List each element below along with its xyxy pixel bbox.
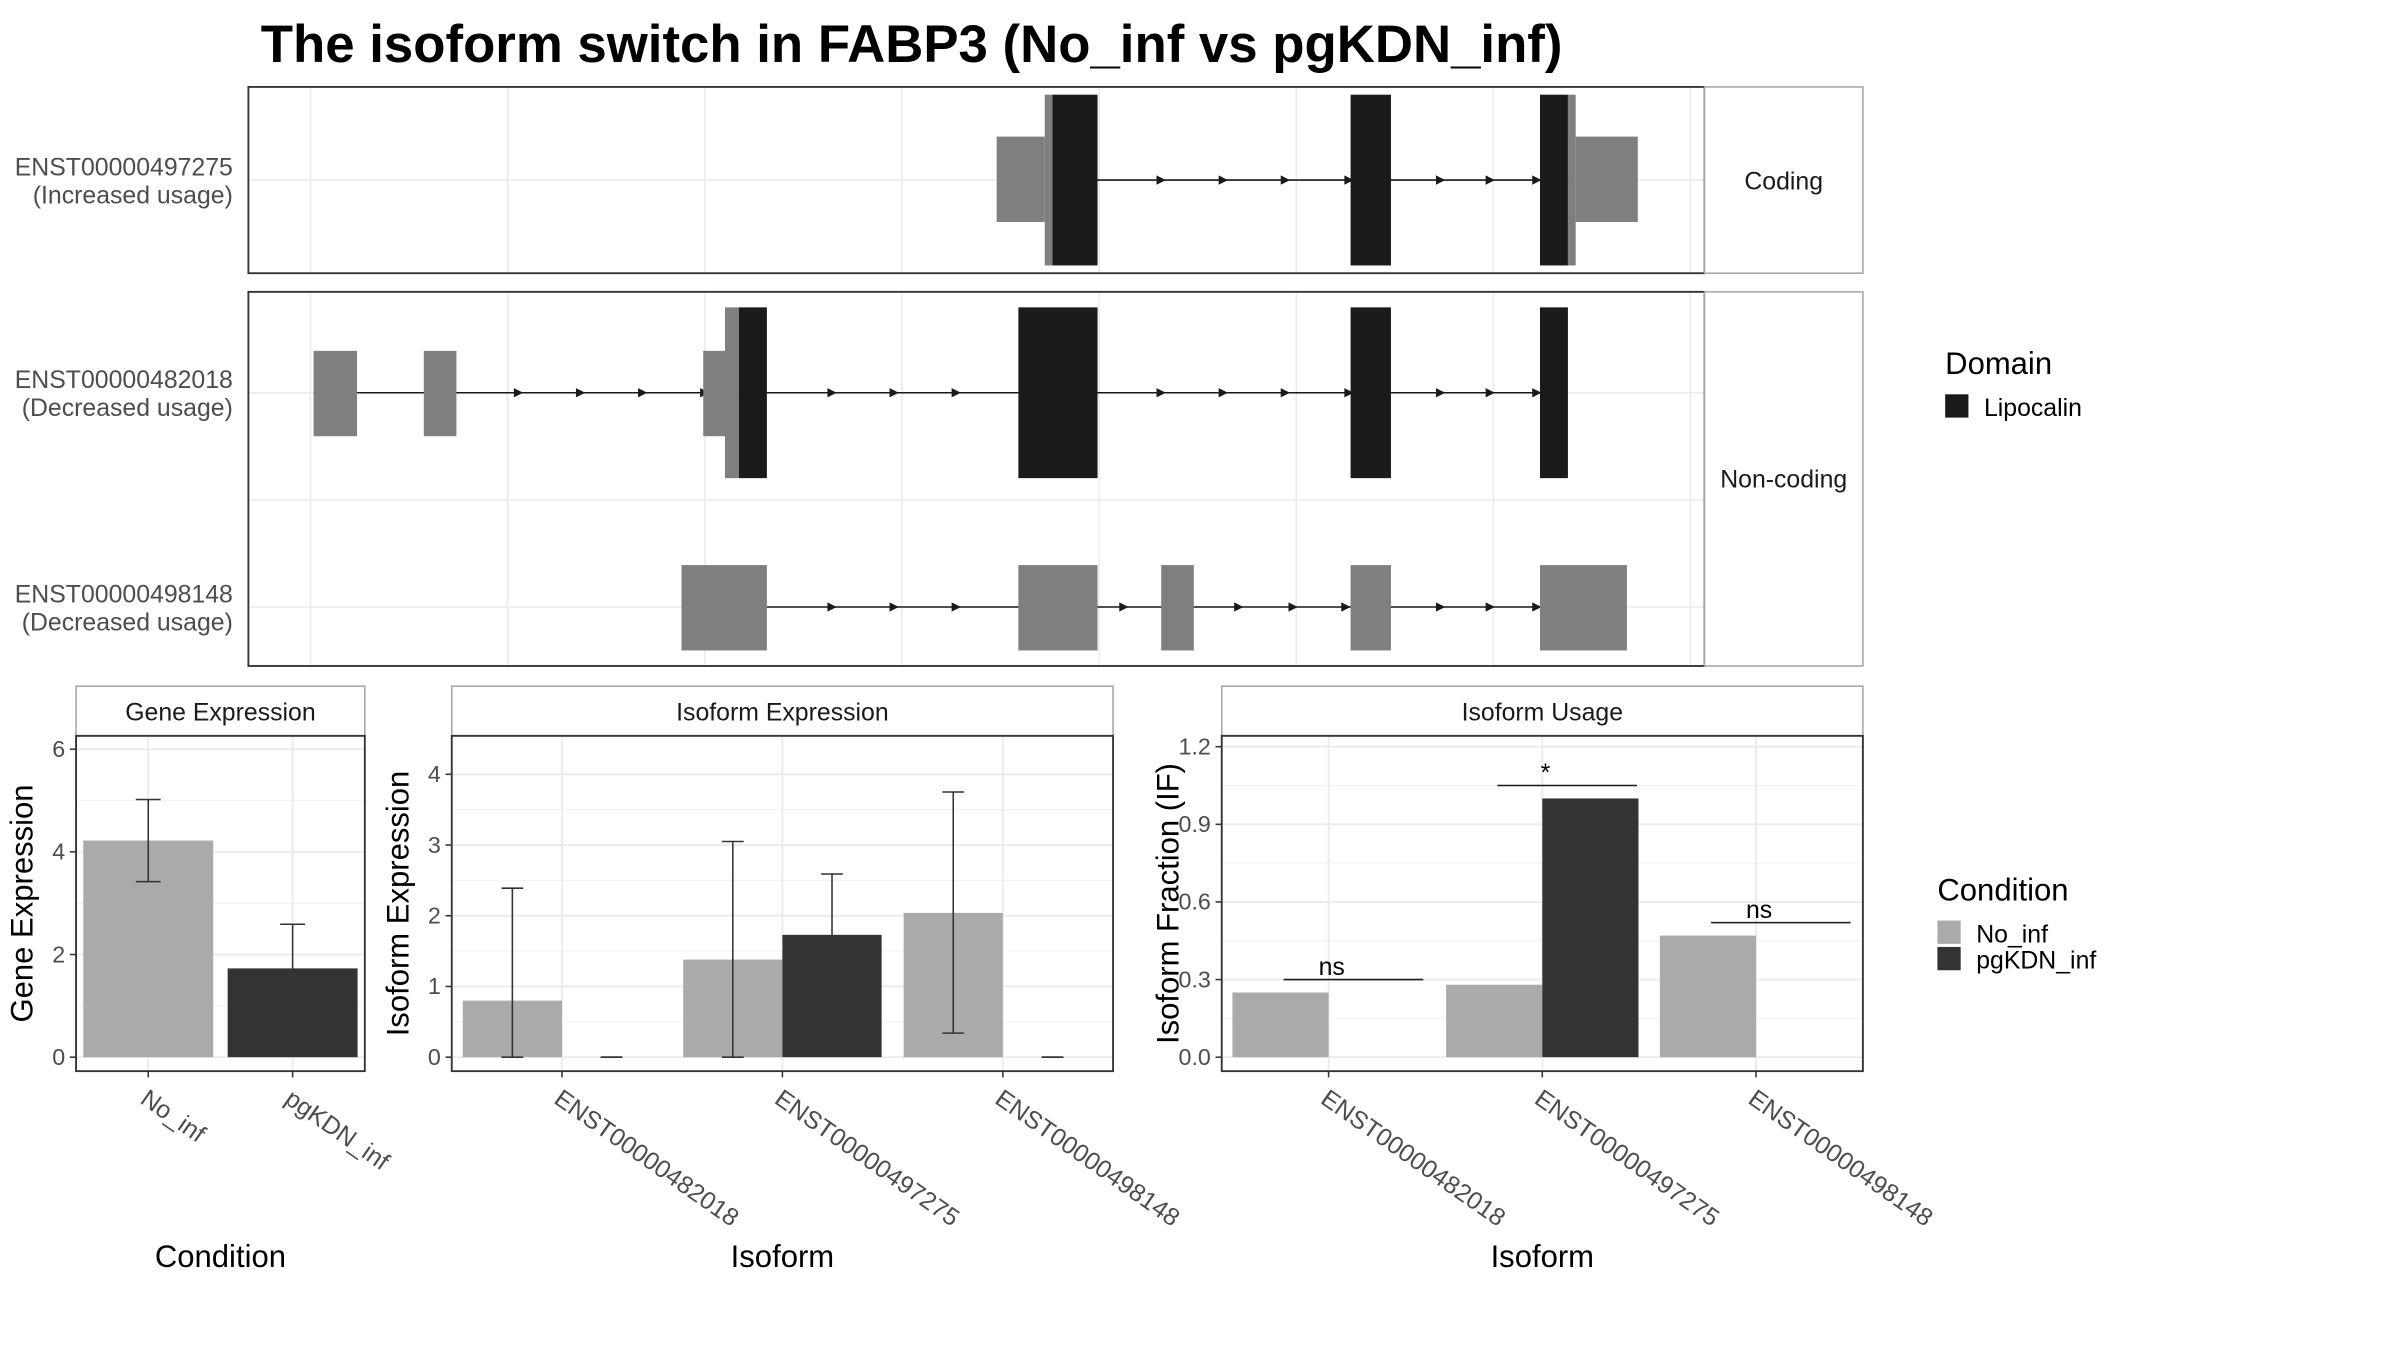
transcript-label-id: ENST00000497275 xyxy=(15,154,233,181)
figure-title: The isoform switch in FABP3 (No_inf vs p… xyxy=(261,15,1563,74)
panel-title: Gene Expression xyxy=(125,699,315,726)
x-tick-label: No_inf xyxy=(135,1085,209,1148)
y-axis-title: Isoform Expression xyxy=(380,771,415,1037)
exon xyxy=(681,565,767,651)
transcript-label-id: ENST00000498148 xyxy=(15,581,233,608)
y-tick-label: 0.0 xyxy=(1179,1044,1211,1070)
y-axis-title: Gene Expression xyxy=(5,784,40,1022)
lipocalin-domain xyxy=(1350,307,1391,479)
exon xyxy=(1567,94,1576,266)
domain-legend-title: Domain xyxy=(1945,346,2052,381)
lipocalin-domain xyxy=(738,307,767,479)
y-tick-label: 0.3 xyxy=(1179,966,1211,992)
facet-strip-noncoding xyxy=(1703,291,1864,667)
x-tick-label: pgKDN_inf xyxy=(280,1085,394,1176)
panel-strip xyxy=(75,685,366,737)
condition-legend-title: Condition xyxy=(1937,872,2068,907)
bar xyxy=(1659,935,1757,1058)
bar xyxy=(1446,984,1543,1058)
y-axis-title: Isoform Fraction (IF) xyxy=(1150,763,1185,1044)
x-tick-label: ENST00000497275 xyxy=(770,1085,964,1232)
domain-legend-swatch xyxy=(1945,394,1969,418)
significance-label: ns xyxy=(1319,954,1345,981)
bar-chart-panels: Gene Expression 0 2 4 6 No_inf pgKDN_inf Condit… xyxy=(5,685,1937,1274)
significance-label: ns xyxy=(1746,897,1772,924)
y-tick-label: 4 xyxy=(428,761,441,787)
utr-exon xyxy=(1575,136,1638,222)
transcript-label-status: (Decreased usage) xyxy=(22,395,233,422)
x-tick-label: ENST00000482018 xyxy=(1316,1085,1510,1232)
exon xyxy=(1018,565,1098,651)
y-tick-label: 0.9 xyxy=(1179,811,1211,837)
condition-legend-swatch-pgkdn-inf xyxy=(1937,946,1961,971)
exon xyxy=(724,307,739,479)
bar xyxy=(1542,798,1639,1058)
lipocalin-domain xyxy=(1539,94,1568,266)
bar-panel: Isoform Usage 0.0 0.3 0.6 0.9 1.2 ns * ns ENST000… xyxy=(1150,685,1937,1274)
x-axis-title: Condition xyxy=(155,1239,286,1274)
condition-legend-label: No_inf xyxy=(1976,921,2048,948)
exon xyxy=(1044,94,1053,266)
panel-strip xyxy=(1220,685,1864,737)
facet-strip-coding-label: Coding xyxy=(1744,168,1823,195)
y-tick-label: 4 xyxy=(52,839,65,865)
facet-strip-noncoding-label: Non-coding xyxy=(1720,466,1847,493)
x-axis-title: Isoform xyxy=(731,1239,834,1274)
y-tick-label: 0 xyxy=(52,1044,65,1070)
exon xyxy=(1161,565,1194,651)
panel-title: Isoform Usage xyxy=(1462,699,1623,726)
x-tick-label: ENST00000498148 xyxy=(990,1085,1184,1232)
utr-exon xyxy=(996,136,1045,222)
y-tick-label: 1.2 xyxy=(1179,733,1211,759)
transcript-label-status: (Decreased usage) xyxy=(22,609,233,636)
domain-legend-label: Lipocalin xyxy=(1984,395,2082,422)
condition-legend-label: pgKDN_inf xyxy=(1976,948,2096,975)
panel-border xyxy=(75,734,366,1073)
panel-title: Isoform Expression xyxy=(676,699,889,726)
y-tick-label: 0.6 xyxy=(1179,889,1211,915)
intron-arrows xyxy=(1156,175,1542,185)
bar xyxy=(1232,992,1329,1058)
transcript-label-status: (Increased usage) xyxy=(33,182,233,209)
transcript-label-id: ENST00000482018 xyxy=(15,367,233,394)
y-tick-label: 2 xyxy=(52,941,65,967)
y-tick-label: 3 xyxy=(428,832,441,858)
transcript-ENST00000498148 xyxy=(681,565,1627,651)
lipocalin-domain xyxy=(1018,307,1098,479)
utr-exon xyxy=(423,350,457,437)
x-tick-label: ENST00000497275 xyxy=(1530,1085,1724,1232)
x-tick-label: ENST00000482018 xyxy=(549,1085,743,1232)
significance-label: * xyxy=(1541,760,1551,787)
bar-panel: Gene Expression 0 2 4 6 No_inf pgKDN_inf Condit… xyxy=(5,685,394,1274)
y-tick-label: 6 xyxy=(52,736,65,762)
y-tick-label: 0 xyxy=(428,1044,441,1070)
lipocalin-domain xyxy=(1350,94,1391,266)
y-tick-label: 2 xyxy=(428,903,441,929)
intron-arrows xyxy=(513,388,1542,398)
panel-strip xyxy=(450,685,1114,737)
x-axis-title: Isoform xyxy=(1491,1239,1594,1274)
lipocalin-domain xyxy=(1539,307,1568,479)
transcript-gridlines xyxy=(248,86,1705,666)
lipocalin-domain xyxy=(1052,94,1098,266)
utr-exon xyxy=(313,350,358,437)
exon xyxy=(1539,565,1627,651)
transcript-ENST00000482018 xyxy=(313,307,1568,479)
condition-legend-swatch-no-inf xyxy=(1937,920,1961,944)
utr-exon xyxy=(703,350,725,437)
transcript-ENST00000497275 xyxy=(996,94,1638,266)
x-tick-label: ENST00000498148 xyxy=(1743,1085,1937,1232)
exon xyxy=(1350,565,1391,651)
facet-strip-coding xyxy=(1703,86,1864,274)
y-tick-label: 1 xyxy=(428,973,441,999)
